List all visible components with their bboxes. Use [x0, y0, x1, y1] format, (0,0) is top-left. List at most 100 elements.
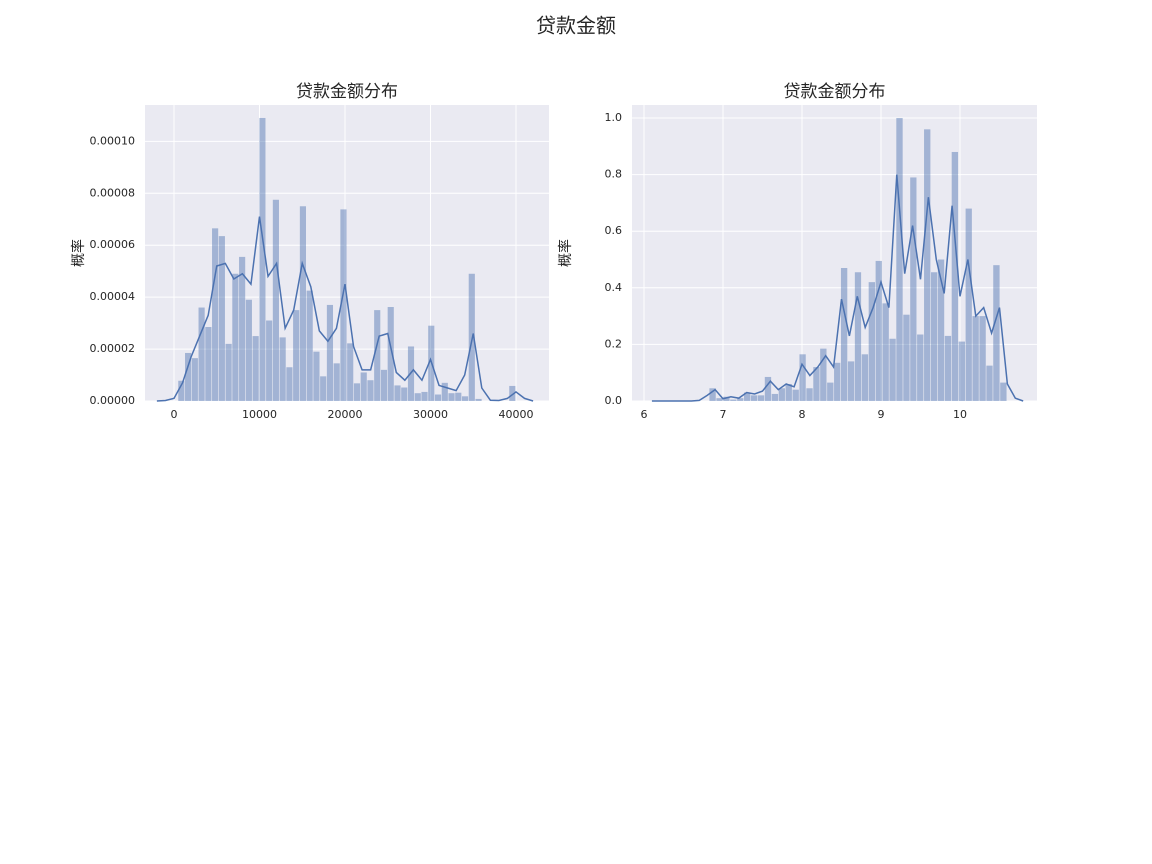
histogram-bar	[475, 398, 482, 401]
y-tick-label: 1.0	[605, 111, 623, 124]
histogram-bar	[266, 320, 273, 401]
y-tick-label: 0.8	[605, 168, 623, 181]
histogram-bar	[757, 395, 765, 401]
histogram-bar	[205, 327, 212, 401]
y-axis-label: 概率	[70, 239, 87, 267]
histogram-bar	[750, 395, 758, 401]
histogram-bar	[965, 208, 972, 401]
histogram-bar	[239, 256, 246, 401]
x-tick-label: 10	[953, 408, 967, 421]
histogram-bar	[198, 307, 205, 401]
y-tick-label: 0.00000	[90, 394, 136, 407]
histogram-bar	[401, 387, 408, 401]
histogram-bar	[903, 314, 910, 401]
histogram-bar	[834, 362, 841, 401]
histogram-bar	[716, 398, 723, 401]
histogram-bar	[252, 336, 259, 401]
kde-line	[156, 216, 534, 402]
histogram-bar	[792, 389, 799, 401]
histogram-bar	[333, 363, 340, 401]
histogram-bar	[380, 369, 388, 401]
histogram-bar	[930, 272, 938, 401]
histogram-bar	[374, 310, 381, 401]
histogram-bar	[218, 236, 225, 401]
histogram-bar	[421, 391, 428, 401]
y-tick-label: 0.00010	[90, 134, 136, 147]
histogram-bar	[744, 392, 751, 401]
histogram-bar	[434, 394, 442, 401]
histogram-bar	[353, 383, 361, 401]
x-tick-label: 9	[877, 408, 884, 421]
histogram-bar	[185, 352, 192, 401]
histogram-bar	[889, 338, 896, 401]
x-tick-label: 40000	[498, 408, 533, 421]
figure-title: 贷款金额	[536, 14, 616, 38]
plot-area	[145, 105, 549, 401]
histogram-bar	[387, 307, 394, 401]
histogram-bar	[347, 343, 354, 401]
histogram-bar	[820, 348, 827, 401]
x-tick-label: 30000	[413, 408, 448, 421]
x-tick-label: 6	[641, 408, 648, 421]
histogram-bar	[448, 393, 455, 401]
histogram-bar	[360, 372, 367, 401]
histogram-bar	[455, 392, 462, 401]
histogram-bar	[979, 316, 986, 401]
histogram-bar	[414, 393, 421, 401]
histogram-bar	[245, 299, 252, 401]
histogram-bar	[958, 341, 965, 401]
kde-line	[651, 174, 1024, 402]
histogram-bar	[917, 334, 924, 401]
histogram-bar	[778, 388, 785, 401]
histogram-bar	[972, 316, 979, 401]
histogram-bar	[854, 272, 862, 401]
x-tick-label: 20000	[327, 408, 362, 421]
x-tick-label: 10000	[242, 408, 277, 421]
histogram-bar	[340, 209, 347, 401]
histogram-bar	[868, 282, 876, 401]
histogram-bar	[910, 177, 917, 401]
histogram-bar	[924, 129, 931, 401]
histogram-bar	[441, 382, 448, 401]
histogram-bar	[313, 351, 320, 401]
histogram-bar	[847, 361, 855, 401]
histogram-bar	[944, 335, 952, 401]
histogram-bar	[730, 399, 737, 401]
plot-area	[632, 105, 1037, 401]
chart-title: 贷款金额分布	[296, 82, 398, 102]
histogram-bar	[993, 265, 1000, 401]
histogram-bar	[461, 396, 469, 401]
y-tick-label: 0.00008	[90, 186, 136, 199]
histogram-bar	[709, 388, 716, 401]
histogram-bar	[813, 367, 820, 401]
histogram-bar	[785, 384, 792, 401]
histogram-bar	[882, 303, 889, 401]
histogram-bar	[1000, 382, 1007, 401]
histogram-bar	[799, 354, 806, 401]
histogram-bar	[394, 385, 401, 401]
histogram-bar	[279, 337, 286, 401]
histogram-bar	[806, 388, 813, 401]
x-tick-label: 7	[720, 408, 727, 421]
x-tick-label: 8	[798, 408, 805, 421]
histogram-bar	[509, 385, 516, 401]
chart-title: 贷款金额分布	[784, 82, 886, 102]
histogram-bar	[367, 380, 374, 401]
histogram-bar	[737, 398, 744, 401]
y-tick-label: 0.4	[605, 281, 623, 294]
histogram-bar	[861, 354, 869, 401]
histogram-bar	[320, 376, 327, 401]
histogram-bar	[272, 199, 279, 401]
histogram-bar	[225, 343, 232, 401]
x-tick-label: 0	[170, 408, 177, 421]
histogram-bar	[191, 358, 198, 401]
histogram-bar	[178, 380, 185, 401]
histogram-bar	[764, 376, 772, 401]
histogram-bar	[723, 396, 730, 401]
y-tick-label: 0.0	[605, 394, 623, 407]
y-tick-label: 0.00002	[90, 342, 136, 355]
histogram-bar	[259, 117, 266, 401]
histogram-bar	[232, 273, 239, 401]
y-axis-label: 概率	[557, 239, 574, 267]
